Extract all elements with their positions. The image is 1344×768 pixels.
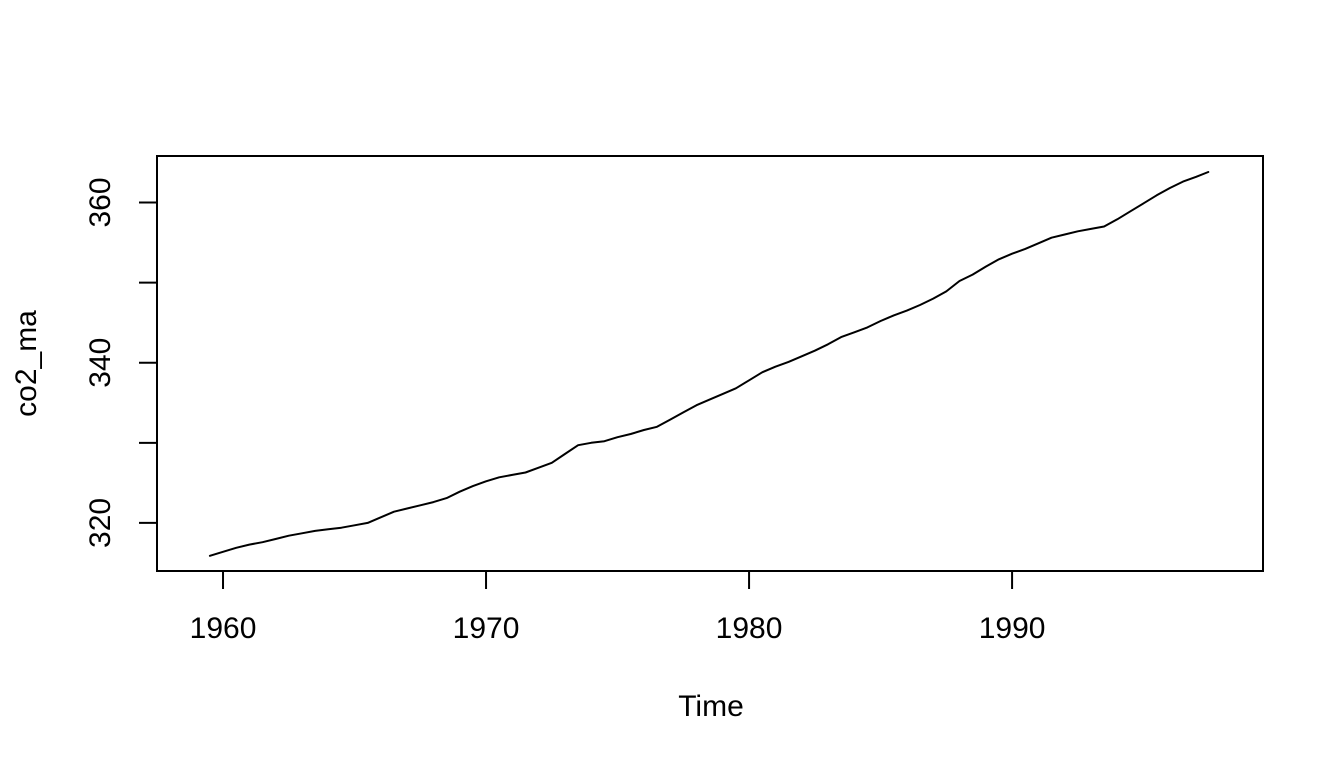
x-axis: 1960 1970 1980 1990: [190, 572, 1046, 645]
x-tick-label: 1970: [453, 612, 520, 645]
y-axis-title: co2_ma: [10, 310, 43, 417]
x-tick-label: 1960: [190, 612, 257, 645]
co2_ma-line: [208, 171, 1210, 557]
x-tick-label: 1980: [716, 612, 783, 645]
x-tick-label: 1990: [979, 612, 1046, 645]
y-tick-label: 320: [84, 498, 117, 548]
plot-box: [156, 155, 1264, 572]
x-axis-title: Time: [678, 690, 744, 723]
y-tick-label: 340: [84, 338, 117, 388]
data-series: [208, 171, 1210, 557]
y-axis: 320 340 360: [84, 177, 156, 548]
y-tick-label: 360: [84, 177, 117, 227]
